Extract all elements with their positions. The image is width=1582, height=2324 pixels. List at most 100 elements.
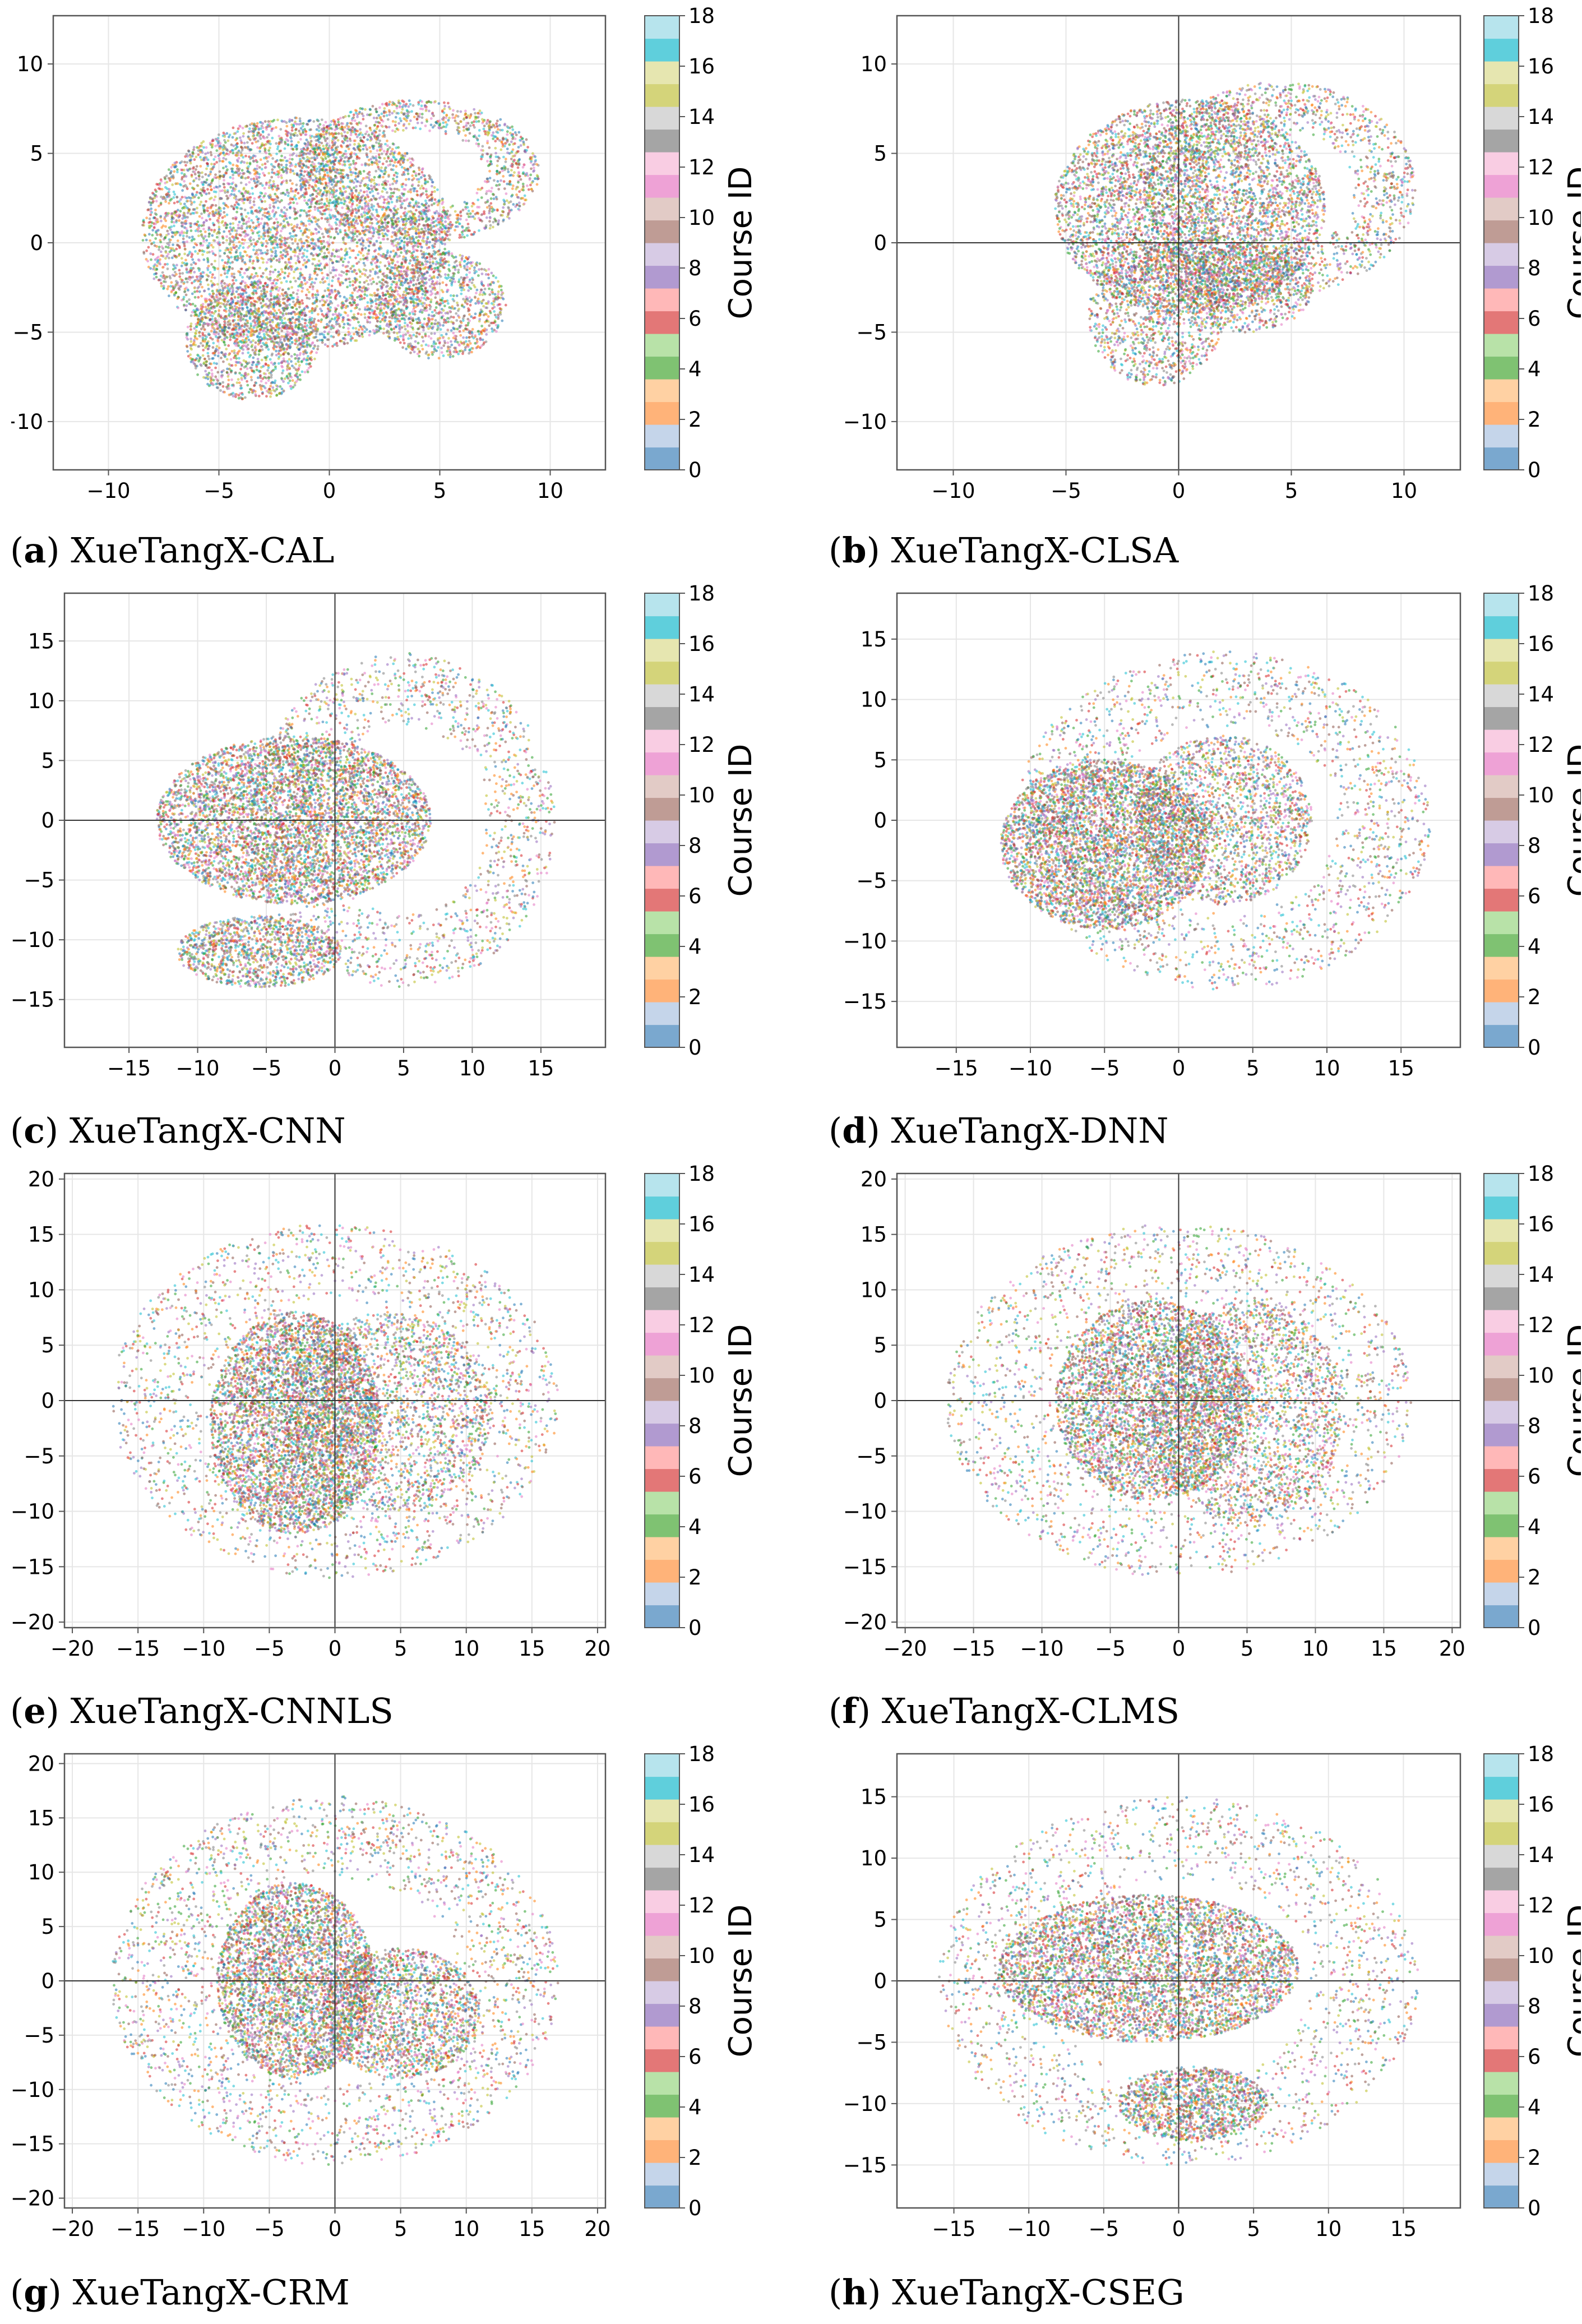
scatter-point: [385, 254, 388, 257]
scatter-point: [290, 286, 293, 289]
scatter-point: [345, 242, 348, 245]
scatter-point: [431, 204, 433, 206]
scatter-point: [265, 183, 268, 186]
scatter-point: [303, 248, 306, 251]
scatter-point: [355, 168, 358, 171]
scatter-point: [198, 204, 201, 206]
scatter-point: [232, 241, 234, 243]
scatter-point: [357, 332, 360, 335]
scatter-point: [385, 153, 388, 156]
scatter-point: [436, 188, 439, 191]
scatter-point: [382, 273, 385, 276]
scatter-point: [172, 176, 175, 179]
scatter-point: [367, 252, 370, 255]
scatter-point: [158, 184, 161, 187]
scatter-point: [290, 268, 293, 271]
scatter-point: [353, 332, 355, 335]
scatter-point: [236, 154, 239, 157]
scatter-point: [154, 244, 156, 247]
scatter-point: [240, 225, 243, 228]
scatter-point: [363, 281, 366, 284]
scatter-point: [175, 232, 178, 235]
scatter-point: [325, 230, 328, 233]
scatter-point: [353, 313, 355, 316]
scatter-point: [178, 219, 181, 222]
scatter-point: [225, 204, 228, 207]
scatter-point: [207, 184, 210, 187]
scatter-point: [369, 270, 372, 273]
scatter-point: [294, 280, 297, 283]
scatter-point: [358, 289, 361, 292]
scatter-point: [295, 145, 298, 148]
scatter-point: [275, 211, 277, 214]
scatter-point: [287, 132, 290, 135]
scatter-point: [414, 202, 417, 205]
scatter-point: [147, 246, 150, 249]
scatter-point: [332, 266, 335, 269]
scatter-point: [358, 239, 360, 242]
scatter-point: [349, 338, 352, 341]
scatter-point: [261, 218, 263, 220]
scatter-point: [252, 260, 255, 262]
scatter-point: [189, 182, 192, 185]
scatter-point: [150, 207, 152, 210]
scatter-point: [313, 242, 316, 245]
scatter-point: [315, 232, 318, 235]
scatter-point: [335, 227, 338, 230]
scatter-point: [170, 166, 173, 169]
scatter-point: [198, 259, 201, 262]
scatter-point: [422, 293, 424, 295]
scatter-point: [420, 250, 423, 252]
scatter-point: [225, 227, 228, 229]
scatter-point: [207, 174, 210, 177]
scatter-point: [368, 200, 371, 202]
scatter-point: [332, 242, 335, 244]
scatter-point: [226, 214, 229, 216]
scatter-point: [308, 229, 311, 232]
scatter-point: [350, 237, 353, 240]
scatter-point: [184, 220, 187, 223]
scatter-point: [255, 272, 258, 275]
scatter-point: [303, 199, 306, 202]
scatter-point: [433, 243, 436, 246]
scatter-point: [326, 186, 329, 189]
scatter-point: [200, 281, 202, 284]
scatter-point: [409, 191, 412, 193]
scatter-point: [279, 169, 282, 172]
scatter-point: [369, 294, 372, 297]
scatter-point: [215, 294, 218, 297]
scatter-point: [277, 289, 280, 292]
scatter-point: [247, 170, 249, 173]
scatter-point: [226, 224, 229, 227]
scatter-point: [266, 160, 269, 163]
scatter-point: [149, 225, 152, 228]
scatter-point: [354, 257, 357, 260]
scatter-point: [251, 122, 253, 125]
scatter-point: [320, 142, 323, 145]
scatter-point: [395, 165, 397, 168]
scatter-point: [223, 207, 225, 210]
scatter-point: [386, 250, 389, 252]
scatter-point: [337, 292, 340, 295]
scatter-point: [264, 148, 267, 151]
scatter-point: [218, 309, 220, 312]
scatter-point: [346, 314, 349, 317]
scatter-point: [274, 250, 277, 253]
scatter-point: [252, 221, 255, 224]
scatter-point: [345, 273, 348, 276]
scatter-point: [199, 165, 202, 168]
scatter-point: [344, 150, 347, 153]
scatter-point: [240, 256, 243, 258]
scatter-point: [221, 285, 224, 288]
scatter-point: [325, 194, 328, 197]
scatter-point: [317, 320, 320, 322]
scatter-point: [256, 164, 259, 167]
scatter-point: [391, 201, 394, 204]
scatter-point: [363, 136, 366, 139]
scatter-point: [350, 304, 353, 307]
scatter-point: [260, 252, 262, 255]
scatter-point: [422, 174, 424, 177]
scatter-point: [376, 259, 379, 262]
scatter-point: [265, 207, 268, 210]
scatter-point: [219, 197, 222, 200]
